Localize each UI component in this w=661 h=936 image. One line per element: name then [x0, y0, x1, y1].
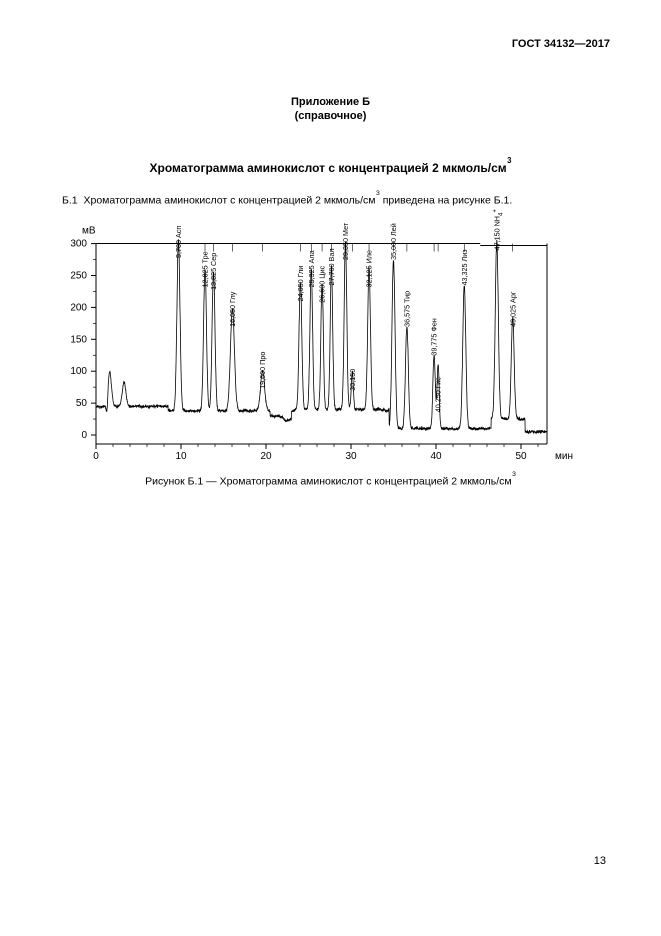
svg-text:39,775 Фен: 39,775 Фен — [430, 318, 439, 355]
svg-text:50: 50 — [76, 398, 88, 409]
svg-text:40: 40 — [430, 451, 442, 462]
svg-text:100: 100 — [70, 366, 87, 377]
svg-text:мВ: мВ — [82, 226, 96, 237]
svg-text:10: 10 — [175, 451, 187, 462]
svg-text:36,575 Тир: 36,575 Тир — [402, 291, 411, 327]
svg-text:200: 200 — [70, 302, 87, 313]
svg-text:50: 50 — [515, 451, 527, 462]
svg-text:300: 300 — [70, 239, 87, 250]
svg-text:47,150 NH4+: 47,150 NH4+ — [492, 209, 504, 251]
svg-text:43,325 Лиз: 43,325 Лиз — [460, 249, 469, 286]
svg-text:35,000 Лей: 35,000 Лей — [389, 223, 398, 260]
svg-text:250: 250 — [70, 271, 87, 282]
svg-text:0: 0 — [93, 451, 99, 462]
svg-text:0: 0 — [81, 430, 87, 441]
svg-text:13,825 Сер: 13,825 Сер — [209, 253, 218, 290]
svg-text:29,350 Мет: 29,350 Мет — [341, 222, 350, 260]
svg-text:20: 20 — [260, 451, 272, 462]
svg-text:150: 150 — [70, 334, 87, 345]
svg-text:30: 30 — [345, 451, 357, 462]
svg-text:мин: мин — [555, 451, 573, 462]
